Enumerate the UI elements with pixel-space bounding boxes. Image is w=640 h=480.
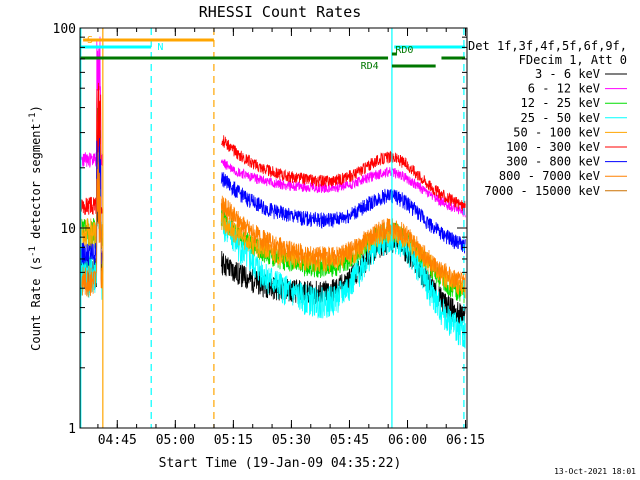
flag-label: RD4 — [361, 61, 379, 72]
plot-frame — [79, 27, 468, 429]
series-line-5-seg-0 — [80, 82, 104, 215]
flag-label: S — [87, 35, 93, 46]
legend-item-label: 6 - 12 keV — [528, 82, 600, 96]
x-tick-label: 04:45 — [98, 433, 137, 448]
legend-item-label: 7000 - 15000 keV — [484, 184, 600, 198]
series-line-7-seg-1 — [220, 195, 466, 293]
flag-bars: S N RD0 RD4 — [80, 35, 466, 72]
y-axis-label-sup1: -1 — [28, 246, 38, 257]
series-line-7-seg-0 — [80, 162, 104, 298]
series-line-3-seg-1 — [220, 211, 466, 349]
x-tick-label: 06:15 — [446, 433, 485, 448]
x-tick-label: 05:45 — [330, 433, 369, 448]
y-axis-label-sup2: -1 — [28, 112, 38, 123]
y-tick-label: 100 — [53, 22, 76, 37]
y-axis-label-mid: detector segment — [29, 123, 43, 246]
x-tick-label: 05:00 — [156, 433, 195, 448]
y-axis-label: Count Rate (s-1 detector segment-1) — [28, 105, 43, 351]
y-axis-ticks: 1 10 100 — [53, 22, 467, 437]
legend: Det 1f,3f,4f,5f,6f,9f, FDecim 1, Att 0 3… — [468, 39, 627, 198]
flag-label: RD0 — [395, 45, 413, 56]
series-line-6-seg-1 — [220, 172, 466, 254]
legend-item-label: 800 - 7000 keV — [499, 169, 600, 183]
x-tick-label: 05:15 — [214, 433, 253, 448]
chart-title: RHESSI Count Rates — [199, 3, 362, 21]
series-line-1-seg-0 — [80, 36, 104, 168]
footer-timestamp: 13-Oct-2021 18:01 — [554, 467, 636, 476]
x-axis-label: Start Time (19-Jan-09 04:35:22) — [159, 456, 402, 471]
y-tick-label: 10 — [60, 222, 76, 237]
flag-label: N — [157, 42, 163, 53]
legend-item-label: 300 - 800 keV — [506, 155, 600, 169]
series-line-6-seg-0 — [80, 138, 104, 266]
y-axis-label-end: ) — [29, 105, 43, 112]
legend-item-label: 25 - 50 keV — [521, 111, 600, 125]
y-tick-label: 1 — [68, 422, 76, 437]
legend-item-label: 50 - 100 keV — [513, 125, 600, 139]
y-axis-label-main: Count Rate (s — [29, 257, 43, 351]
legend-item-label: 12 - 25 keV — [521, 96, 600, 110]
legend-item-label: 3 - 6 keV — [535, 67, 600, 81]
series-layer — [80, 36, 466, 349]
x-axis-ticks: 04:45 05:00 05:15 05:30 05:45 06:00 06:15 — [97, 28, 485, 448]
x-tick-label: 06:00 — [388, 433, 427, 448]
legend-header-line-1: Det 1f,3f,4f,5f,6f,9f, — [468, 39, 627, 53]
legend-header-line-2: FDecim 1, Att 0 — [519, 53, 627, 67]
x-tick-label: 05:30 — [272, 433, 311, 448]
series-line-5-seg-1 — [220, 135, 466, 213]
legend-item-label: 100 - 300 keV — [506, 140, 600, 154]
